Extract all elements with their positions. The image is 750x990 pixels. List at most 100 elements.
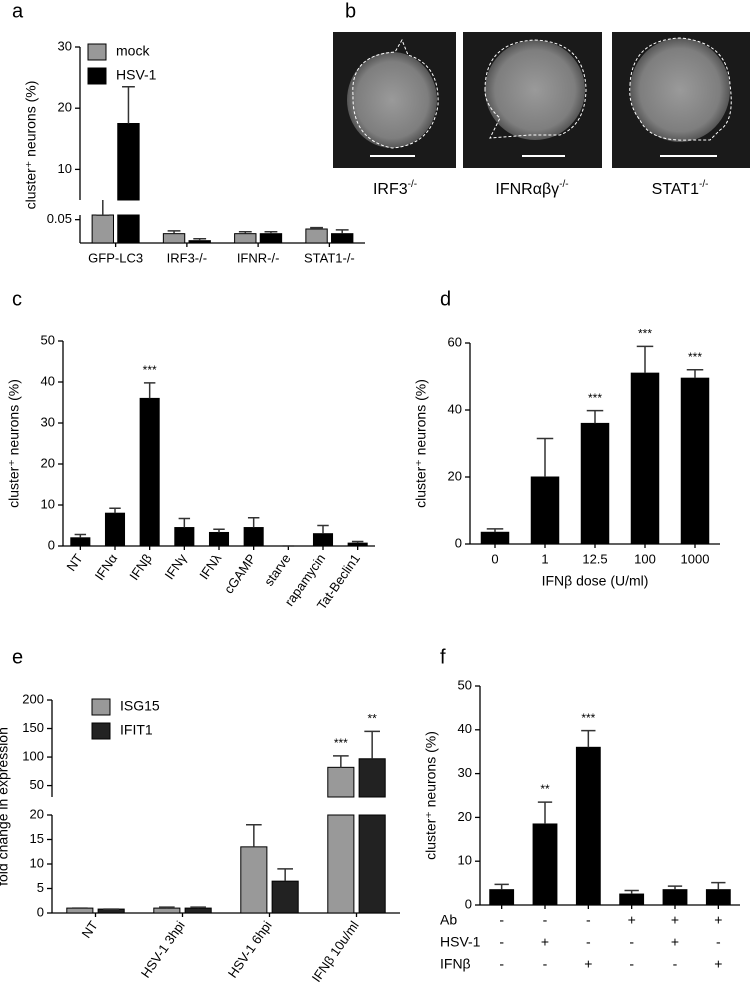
y-tick-label: 50 (41, 332, 55, 347)
significance: *** (581, 711, 595, 725)
y-tick-label: 15 (30, 831, 44, 846)
significance: *** (334, 736, 348, 750)
error-bar (264, 231, 278, 234)
y-tick-label: 60 (448, 334, 462, 349)
panel-letter: a (12, 0, 24, 22)
bar (575, 746, 601, 906)
bar (305, 228, 328, 244)
bar (174, 527, 195, 547)
bar (184, 907, 212, 914)
error-bar (277, 868, 293, 882)
x-tick-label: GFP-LC3 (88, 250, 143, 265)
micrograph-panel: b IRF3-/- IFNRαβγ-/- STAT1-/- (333, 0, 750, 198)
y-tick-label: 10 (458, 853, 472, 868)
condition-value: - (499, 912, 504, 928)
y-tick-label: 0.05 (47, 211, 72, 226)
legend-swatch (87, 43, 107, 61)
condition-value: + (541, 934, 549, 950)
condition-value: + (714, 956, 722, 972)
bar (331, 233, 354, 244)
y-tick-label: 0 (455, 535, 462, 550)
y-axis-label: cluster⁺ neurons (%) (413, 379, 429, 508)
significance: *** (688, 350, 702, 364)
error-bar (96, 200, 110, 217)
condition-value: + (671, 934, 679, 950)
error-bar (494, 883, 509, 890)
bar (327, 814, 355, 914)
error-bar (247, 516, 260, 528)
bar (705, 889, 731, 906)
genotype: IRF3 (373, 181, 408, 198)
y-tick-label: 10 (41, 496, 55, 511)
bar (271, 880, 299, 914)
bar (358, 814, 386, 914)
genotype-label: STAT1-/- (652, 179, 709, 199)
error-bar (335, 229, 349, 234)
y-tick-label: 20 (458, 809, 472, 824)
bar (240, 846, 268, 914)
error-bar (167, 230, 181, 234)
y-tick-label: 50 (30, 777, 44, 792)
condition-value: - (629, 934, 634, 950)
condition-value: + (584, 956, 592, 972)
bar (619, 893, 645, 906)
error-bar (636, 345, 654, 374)
genotype: STAT1 (652, 181, 700, 198)
error-bar (246, 824, 262, 847)
error-bar (190, 906, 206, 909)
error-bar (143, 382, 156, 399)
condition-value: - (629, 956, 634, 972)
error-bar (122, 86, 135, 124)
error-bar (624, 889, 639, 895)
bar (243, 527, 264, 547)
error-bar (537, 801, 553, 824)
cell (347, 52, 437, 148)
error-bar (74, 533, 87, 538)
condition-value: + (714, 912, 722, 928)
bar (70, 537, 91, 547)
legend-label: ISG15 (120, 698, 160, 714)
x-tick-label: 1 (541, 551, 548, 566)
y-tick-label: 30 (41, 414, 55, 429)
genotype-superscript: -/- (559, 179, 568, 190)
error-bar (178, 517, 191, 528)
genotype-label: IRF3-/- (373, 179, 417, 199)
bar (312, 533, 334, 547)
x-axis-label: IFNβ dose (U/ml) (542, 573, 649, 589)
y-axis-label: fold change in expression (0, 727, 11, 886)
cell (630, 38, 730, 142)
error-bar (486, 528, 504, 533)
bar (162, 233, 186, 244)
bar (532, 823, 558, 906)
genotype-superscript: -/- (699, 179, 708, 190)
y-tick-label: 20 (58, 100, 72, 115)
panel-letter: e (12, 646, 23, 668)
error-bar (711, 881, 726, 890)
bar (630, 372, 660, 545)
error-bar (159, 906, 175, 909)
legend-label: IFIT1 (120, 722, 153, 738)
y-tick-label: 30 (58, 38, 72, 53)
condition-value: - (673, 956, 678, 972)
x-tick-label: 0 (491, 551, 498, 566)
bar (153, 907, 181, 914)
bar (662, 889, 688, 906)
bar (530, 476, 560, 545)
y-tick-label: 40 (458, 721, 472, 736)
condition-value: - (499, 934, 504, 950)
y-tick-label: 100 (22, 748, 44, 763)
condition-value: - (586, 934, 591, 950)
y-tick-label: 40 (41, 373, 55, 388)
bar (234, 233, 257, 244)
x-tick-label: 12.5 (582, 551, 607, 566)
error-bar (667, 885, 683, 890)
significance: *** (588, 391, 602, 405)
x-tick-label: STAT1-/- (304, 250, 355, 265)
significance: *** (143, 363, 157, 377)
bar (188, 240, 211, 244)
bar (104, 512, 126, 547)
bar (139, 397, 160, 547)
genotype: IFNRαβγ (495, 181, 559, 198)
x-tick-label: 100 (634, 551, 656, 566)
error-bar (333, 755, 349, 768)
